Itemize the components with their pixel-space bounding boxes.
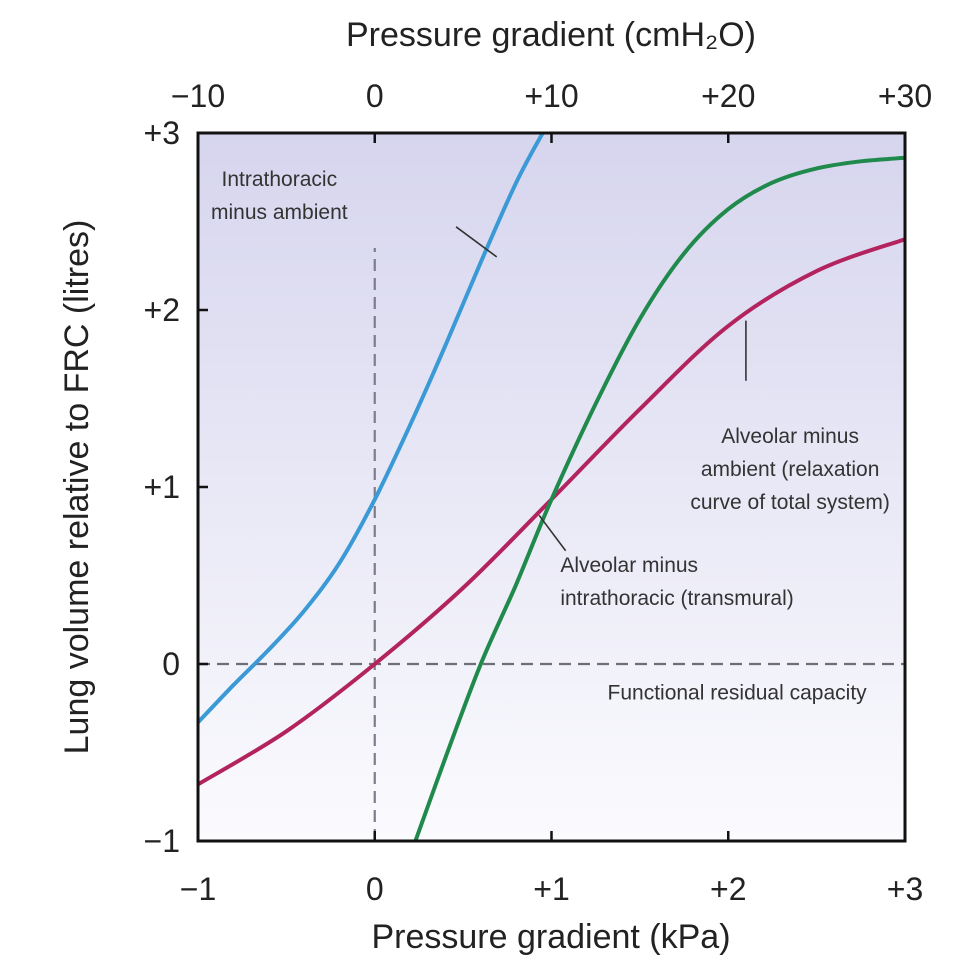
reference-lines <box>198 248 905 841</box>
x-bottom-tick-label: +3 <box>887 871 923 907</box>
annotation-line: Intrathoracic <box>222 168 338 191</box>
y-axis-title: Lung volume relative to FRC (litres) <box>58 220 96 755</box>
ticks <box>196 131 907 843</box>
annotation-line: Functional residual capacity <box>608 681 868 704</box>
x-top-tick-label: 0 <box>366 78 384 114</box>
x-top-tick-label: +30 <box>878 78 932 114</box>
x-top-tick-label: +10 <box>524 78 578 114</box>
annotation-line: ambient (relaxation <box>701 458 880 481</box>
annotation-line: curve of total system) <box>690 491 890 514</box>
x-top-tick-label: +20 <box>701 78 755 114</box>
plot-background <box>198 133 905 841</box>
x-bottom-axis-title: Pressure gradient (kPa) <box>371 918 730 956</box>
annotation-label: Intrathoracic minus ambient <box>211 168 348 224</box>
annotation-leader-line <box>455 226 498 258</box>
annotation-label: Alveolar minus ambient (relaxation curve o… <box>690 425 890 514</box>
annotation-leader-line <box>538 514 567 552</box>
series-layer <box>198 133 905 841</box>
y-tick-label: 0 <box>162 646 180 682</box>
tick-labels: −1 0 +1 +2 +3−10 0 +10 +20 +30−10+1+2+3 <box>144 78 933 907</box>
x-bottom-tick-label: +2 <box>710 871 746 907</box>
annotations: Intrathoracic minus ambient Alveolar minus… <box>211 168 890 704</box>
alveolar-minus-ambient-curve <box>413 155 905 841</box>
x-bottom-tick-label: 0 <box>366 871 384 907</box>
x-bottom-tick-label: +1 <box>533 871 569 907</box>
y-tick-label: +2 <box>144 292 180 328</box>
annotation-line: Alveolar minus <box>721 425 859 448</box>
intrathoracic-minus-ambient-curve <box>198 133 545 725</box>
annotation-label: Alveolar minus intrathoracic (transmural) <box>560 554 793 610</box>
x-top-axis-title: Pressure gradient (cmH₂O) <box>346 16 756 54</box>
x-bottom-tick-label: −1 <box>180 871 216 907</box>
y-tick-label: −1 <box>144 823 180 859</box>
y-tick-label: +1 <box>144 469 180 505</box>
annotation-line: Alveolar minus <box>560 554 698 577</box>
annotation-label: Functional residual capacity <box>608 681 868 704</box>
annotation-line: minus ambient <box>211 201 348 224</box>
annotation-leaders <box>455 226 747 552</box>
x-top-tick-label: −10 <box>171 78 225 114</box>
y-tick-label: +3 <box>144 115 180 151</box>
annotation-line: intrathoracic (transmural) <box>560 587 793 610</box>
